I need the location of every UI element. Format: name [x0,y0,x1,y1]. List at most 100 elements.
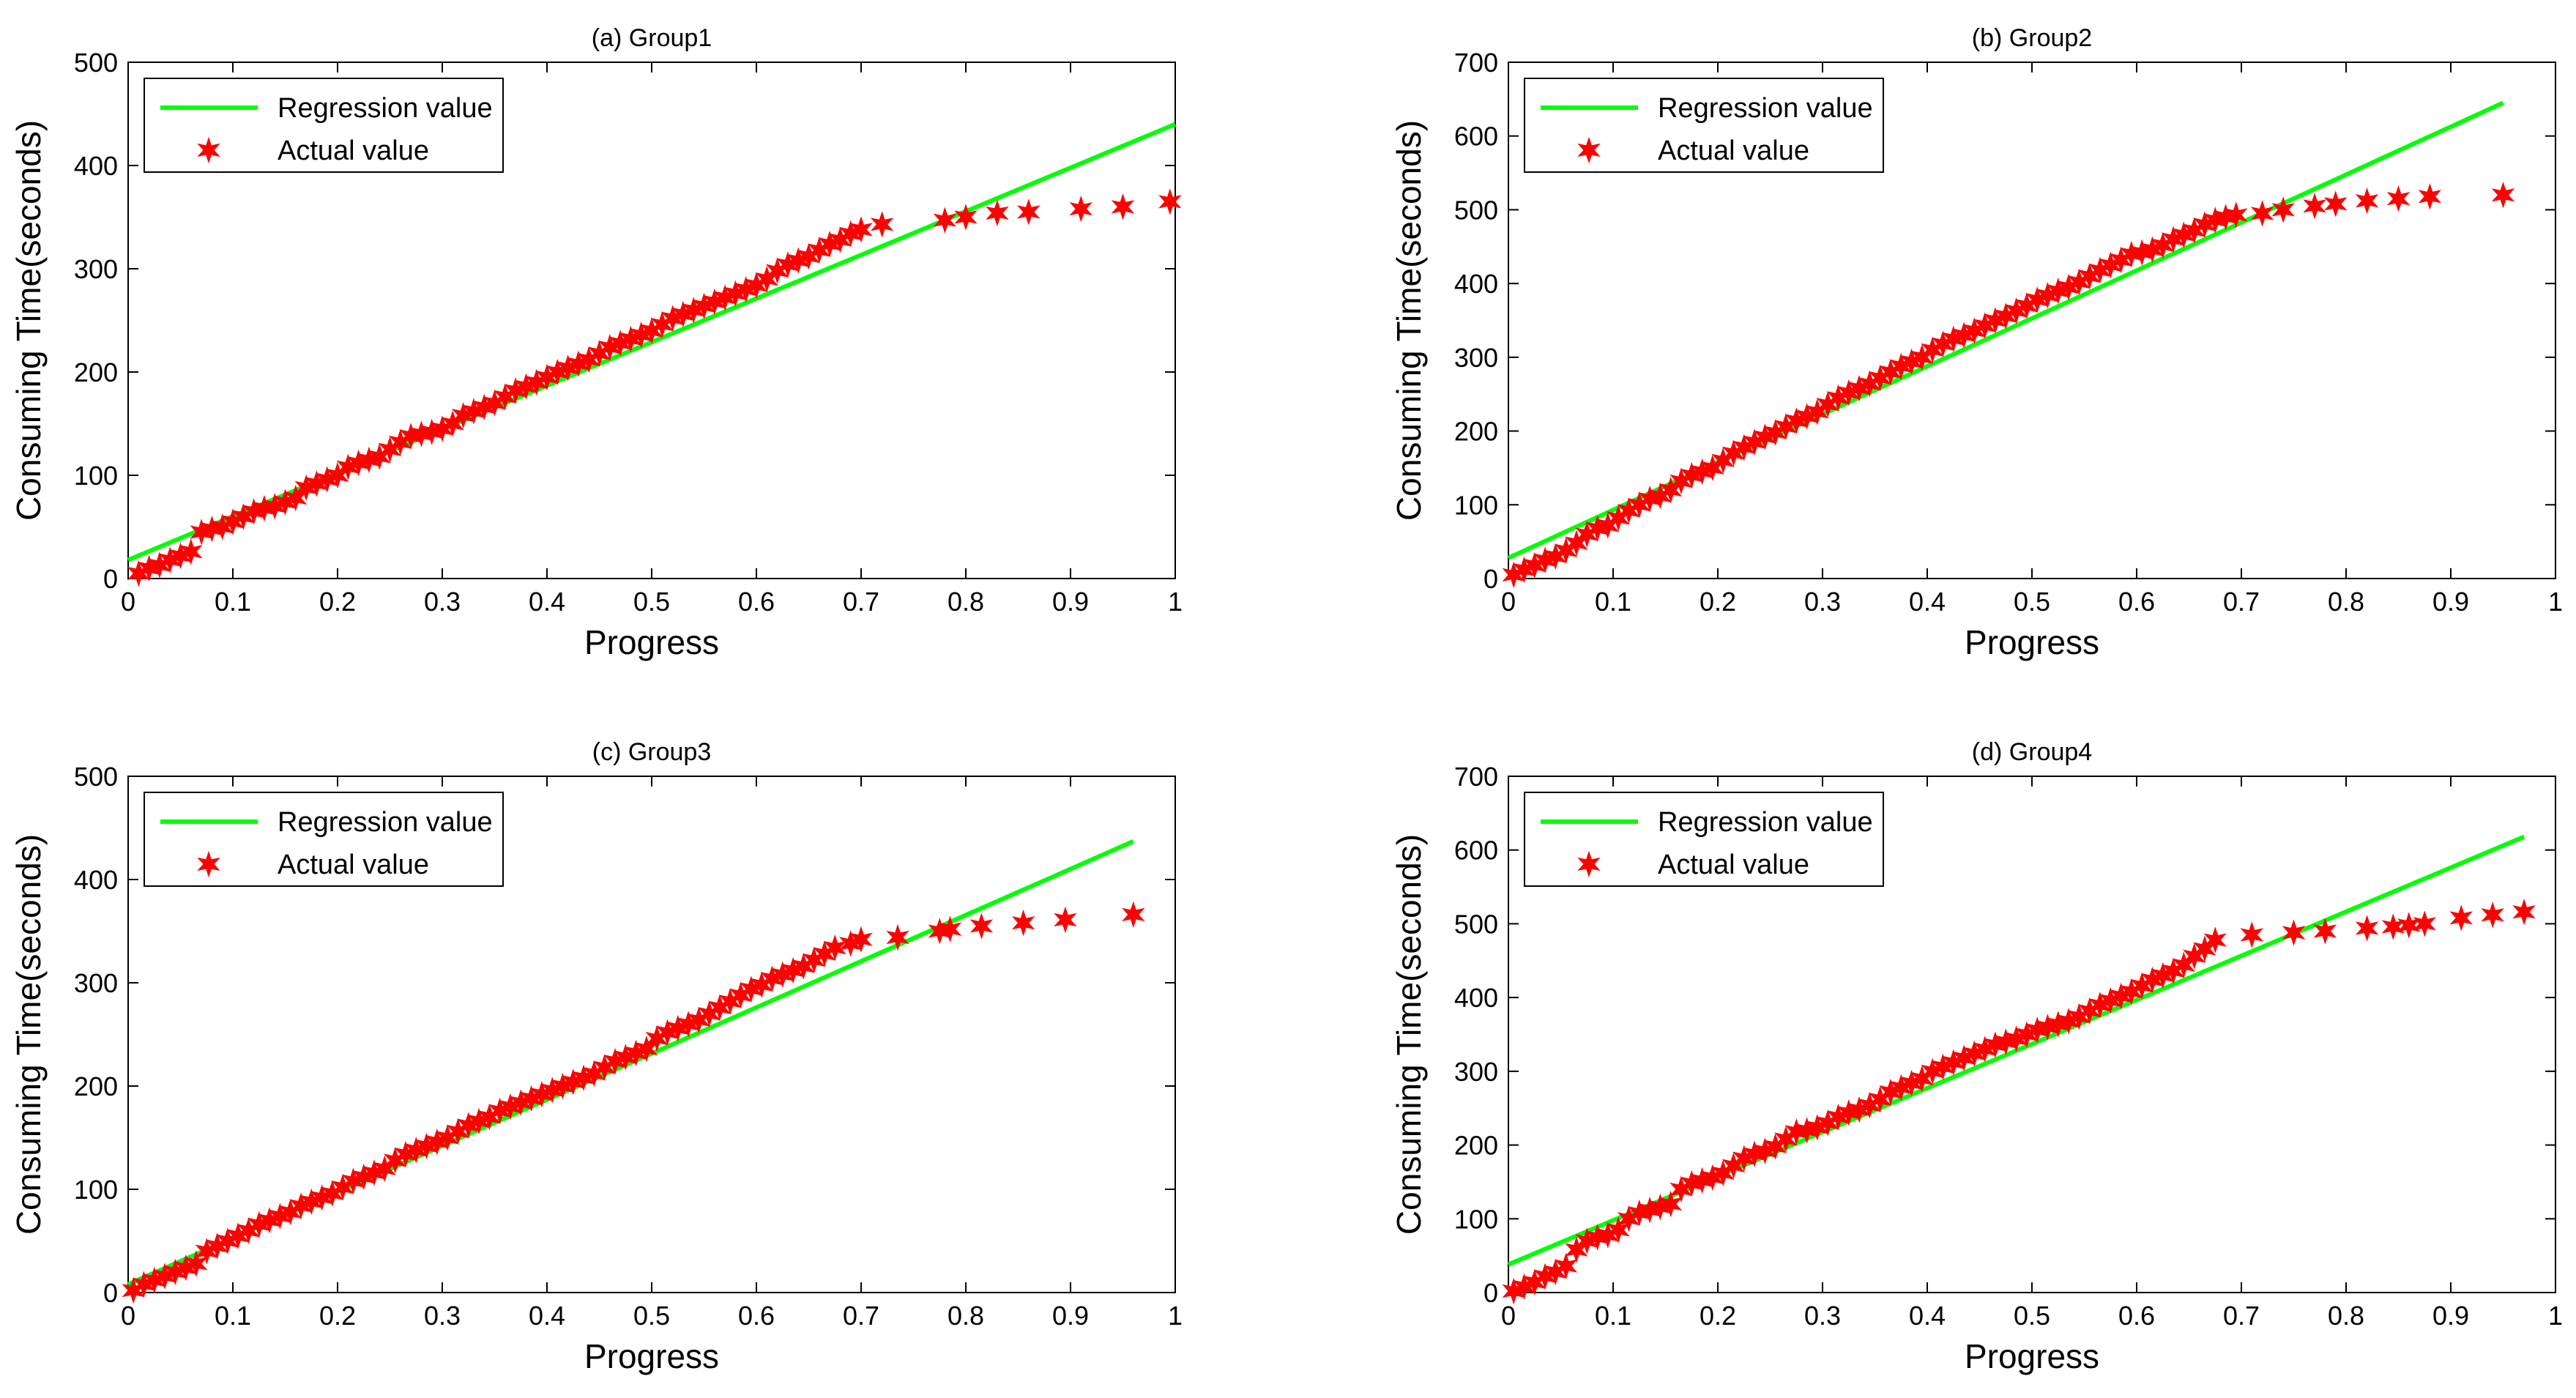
x-tick-label: 0.5 [2014,1301,2050,1331]
x-tick-label: 0.8 [948,1301,984,1331]
legend: Regression value Actual value [1524,78,1884,173]
y-tick-label: 300 [74,968,118,998]
x-tick-label: 1 [1168,1301,1183,1331]
x-tick-label: 0.6 [2118,587,2155,617]
actual-point [954,204,978,231]
actual-point [2386,185,2411,212]
y-tick-label: 600 [1454,122,1498,152]
legend-marker-swatch [1577,136,1601,164]
legend-entry-label: Actual value [1658,849,1809,880]
actual-point [849,216,873,243]
y-tick-label: 300 [1454,343,1498,373]
legend-entry-label: Regression value [1658,807,1873,838]
actual-point [2413,910,2436,937]
actual-point [2418,183,2442,210]
y-tick-label: 500 [1454,195,1498,225]
legend-marker-swatch [197,850,220,878]
actual-point [2491,182,2515,209]
y-tick-label: 500 [74,762,118,792]
x-tick-label: 0.9 [2432,587,2469,617]
x-axis-label: Progress [1965,623,2099,661]
x-tick-label: 0.2 [1700,1301,1736,1331]
y-tick-label: 0 [103,564,118,594]
x-tick-label: 0.3 [1804,587,1841,617]
legend-box [1524,78,1884,173]
actual-point [1111,193,1135,220]
x-tick-label: 0.2 [1700,587,1736,617]
actual-point [870,211,894,238]
y-axis-label: Consuming Time(seconds) [1390,834,1428,1235]
x-tick-label: 0 [1501,587,1516,617]
actual-point [2303,193,2326,220]
x-tick-label: 0.8 [948,587,984,617]
x-tick-label: 0.5 [2014,587,2050,617]
y-tick-label: 300 [74,254,118,284]
actual-point [1158,188,1182,215]
x-tick-label: 0.4 [529,1301,565,1331]
legend-entry-label: Actual value [278,849,429,880]
x-tick-label: 0.6 [738,1301,775,1331]
y-tick-label: 100 [74,1175,118,1205]
y-tick-label: 200 [74,1071,118,1101]
legend-entry-label: Regression value [278,807,493,838]
y-axis-label: Consuming Time(seconds) [1390,120,1428,521]
y-tick-label: 700 [1454,48,1498,78]
chart-title: (d) Group4 [1972,738,2092,766]
y-tick-label: 300 [1454,1057,1498,1087]
x-tick-label: 0.1 [215,1301,251,1331]
x-tick-label: 0.3 [1804,1301,1841,1331]
x-tick-label: 0.1 [1595,587,1631,617]
actual-point [179,538,203,565]
legend-marker-swatch [1577,850,1601,878]
y-tick-label: 0 [1484,1278,1498,1308]
y-tick-label: 500 [74,48,118,78]
actual-point [2512,899,2536,926]
x-tick-label: 0.2 [319,1301,356,1331]
actual-point [2240,921,2264,948]
actual-point [1554,1252,1578,1279]
y-axis-label: Consuming Time(seconds) [10,120,48,521]
x-tick-label: 0.8 [2328,1301,2364,1331]
y-tick-label: 200 [1454,417,1498,447]
y-tick-label: 100 [1454,1204,1498,1234]
x-axis-label: Progress [584,1337,719,1375]
y-tick-label: 100 [1454,490,1498,520]
chart-title: (a) Group1 [592,24,712,52]
legend: Regression value Actual value [1524,792,1884,887]
legend-marker-swatch [197,136,220,164]
chart-title: (c) Group3 [592,738,712,766]
actual-point [986,199,1009,227]
regression-line [1507,100,2504,560]
actual-point [1122,901,1145,929]
legend-box [144,78,504,173]
actual-point [886,923,909,951]
x-tick-label: 1 [2548,587,2563,617]
x-tick-label: 0.7 [2223,1301,2260,1331]
actual-point [2203,926,2227,953]
chart-title: (b) Group2 [1972,24,2092,52]
legend: Regression value Actual value [144,78,504,173]
x-tick-label: 0.6 [738,587,775,617]
y-tick-label: 400 [74,865,118,895]
actual-point [933,207,957,234]
x-tick-label: 0 [1501,1301,1516,1331]
actual-point [2355,187,2379,215]
x-axis-label: Progress [1965,1337,2099,1375]
y-tick-label: 700 [1454,762,1498,792]
x-tick-label: 1 [2548,1301,2563,1331]
x-tick-label: 0.5 [633,1301,670,1331]
actual-point [2481,901,2504,929]
actual-point [1054,906,1077,934]
legend-box [1524,792,1884,887]
x-tick-label: 0.6 [2118,1301,2155,1331]
x-tick-label: 0.4 [1909,587,1946,617]
x-tick-label: 0.7 [843,1301,879,1331]
y-tick-label: 200 [74,357,118,387]
x-axis-label: Progress [584,623,719,661]
